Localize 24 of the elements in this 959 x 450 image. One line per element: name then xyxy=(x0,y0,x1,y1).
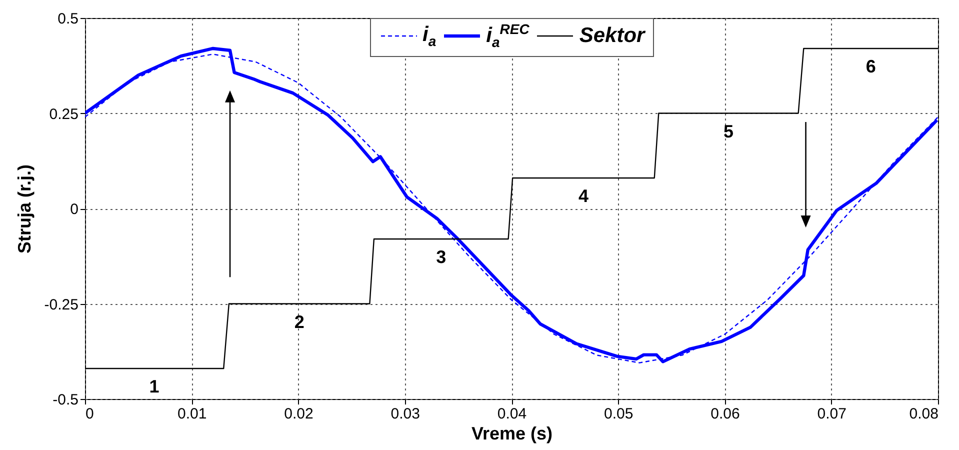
y-tick-label: 0 xyxy=(70,201,78,218)
x-axis-title: Vreme (s) xyxy=(471,424,553,444)
x-tick-label: 0.01 xyxy=(178,406,207,422)
y-tick-label: -0.5 xyxy=(52,392,78,408)
x-tick-label: 0.03 xyxy=(390,406,420,422)
annotation: 2 xyxy=(294,312,304,332)
y-tick-label: 0.5 xyxy=(58,10,78,28)
x-tick-label: 0 xyxy=(86,406,94,422)
annotation: 3 xyxy=(436,246,446,267)
x-tick-label: 0.08 xyxy=(909,406,938,422)
x-tick-label: 0.06 xyxy=(710,406,740,422)
y-tick-label: -0.25 xyxy=(44,296,78,314)
annotation: 6 xyxy=(866,56,876,76)
annotation: 5 xyxy=(723,121,734,142)
annotation: 4 xyxy=(578,186,588,206)
y-axis-title: Struja (r.j.) xyxy=(14,164,34,254)
y-tick-label: 0.25 xyxy=(49,106,78,123)
x-tick-label: 0.04 xyxy=(497,406,527,422)
x-tick-label: 0.07 xyxy=(817,406,846,422)
legend-label: i$_{a}$ xyxy=(422,22,436,49)
x-tick-label: 0.02 xyxy=(284,406,314,422)
annotation: 1 xyxy=(149,376,160,397)
legend-label: Sektor xyxy=(579,24,645,48)
x-tick-label: 0.05 xyxy=(604,406,634,422)
